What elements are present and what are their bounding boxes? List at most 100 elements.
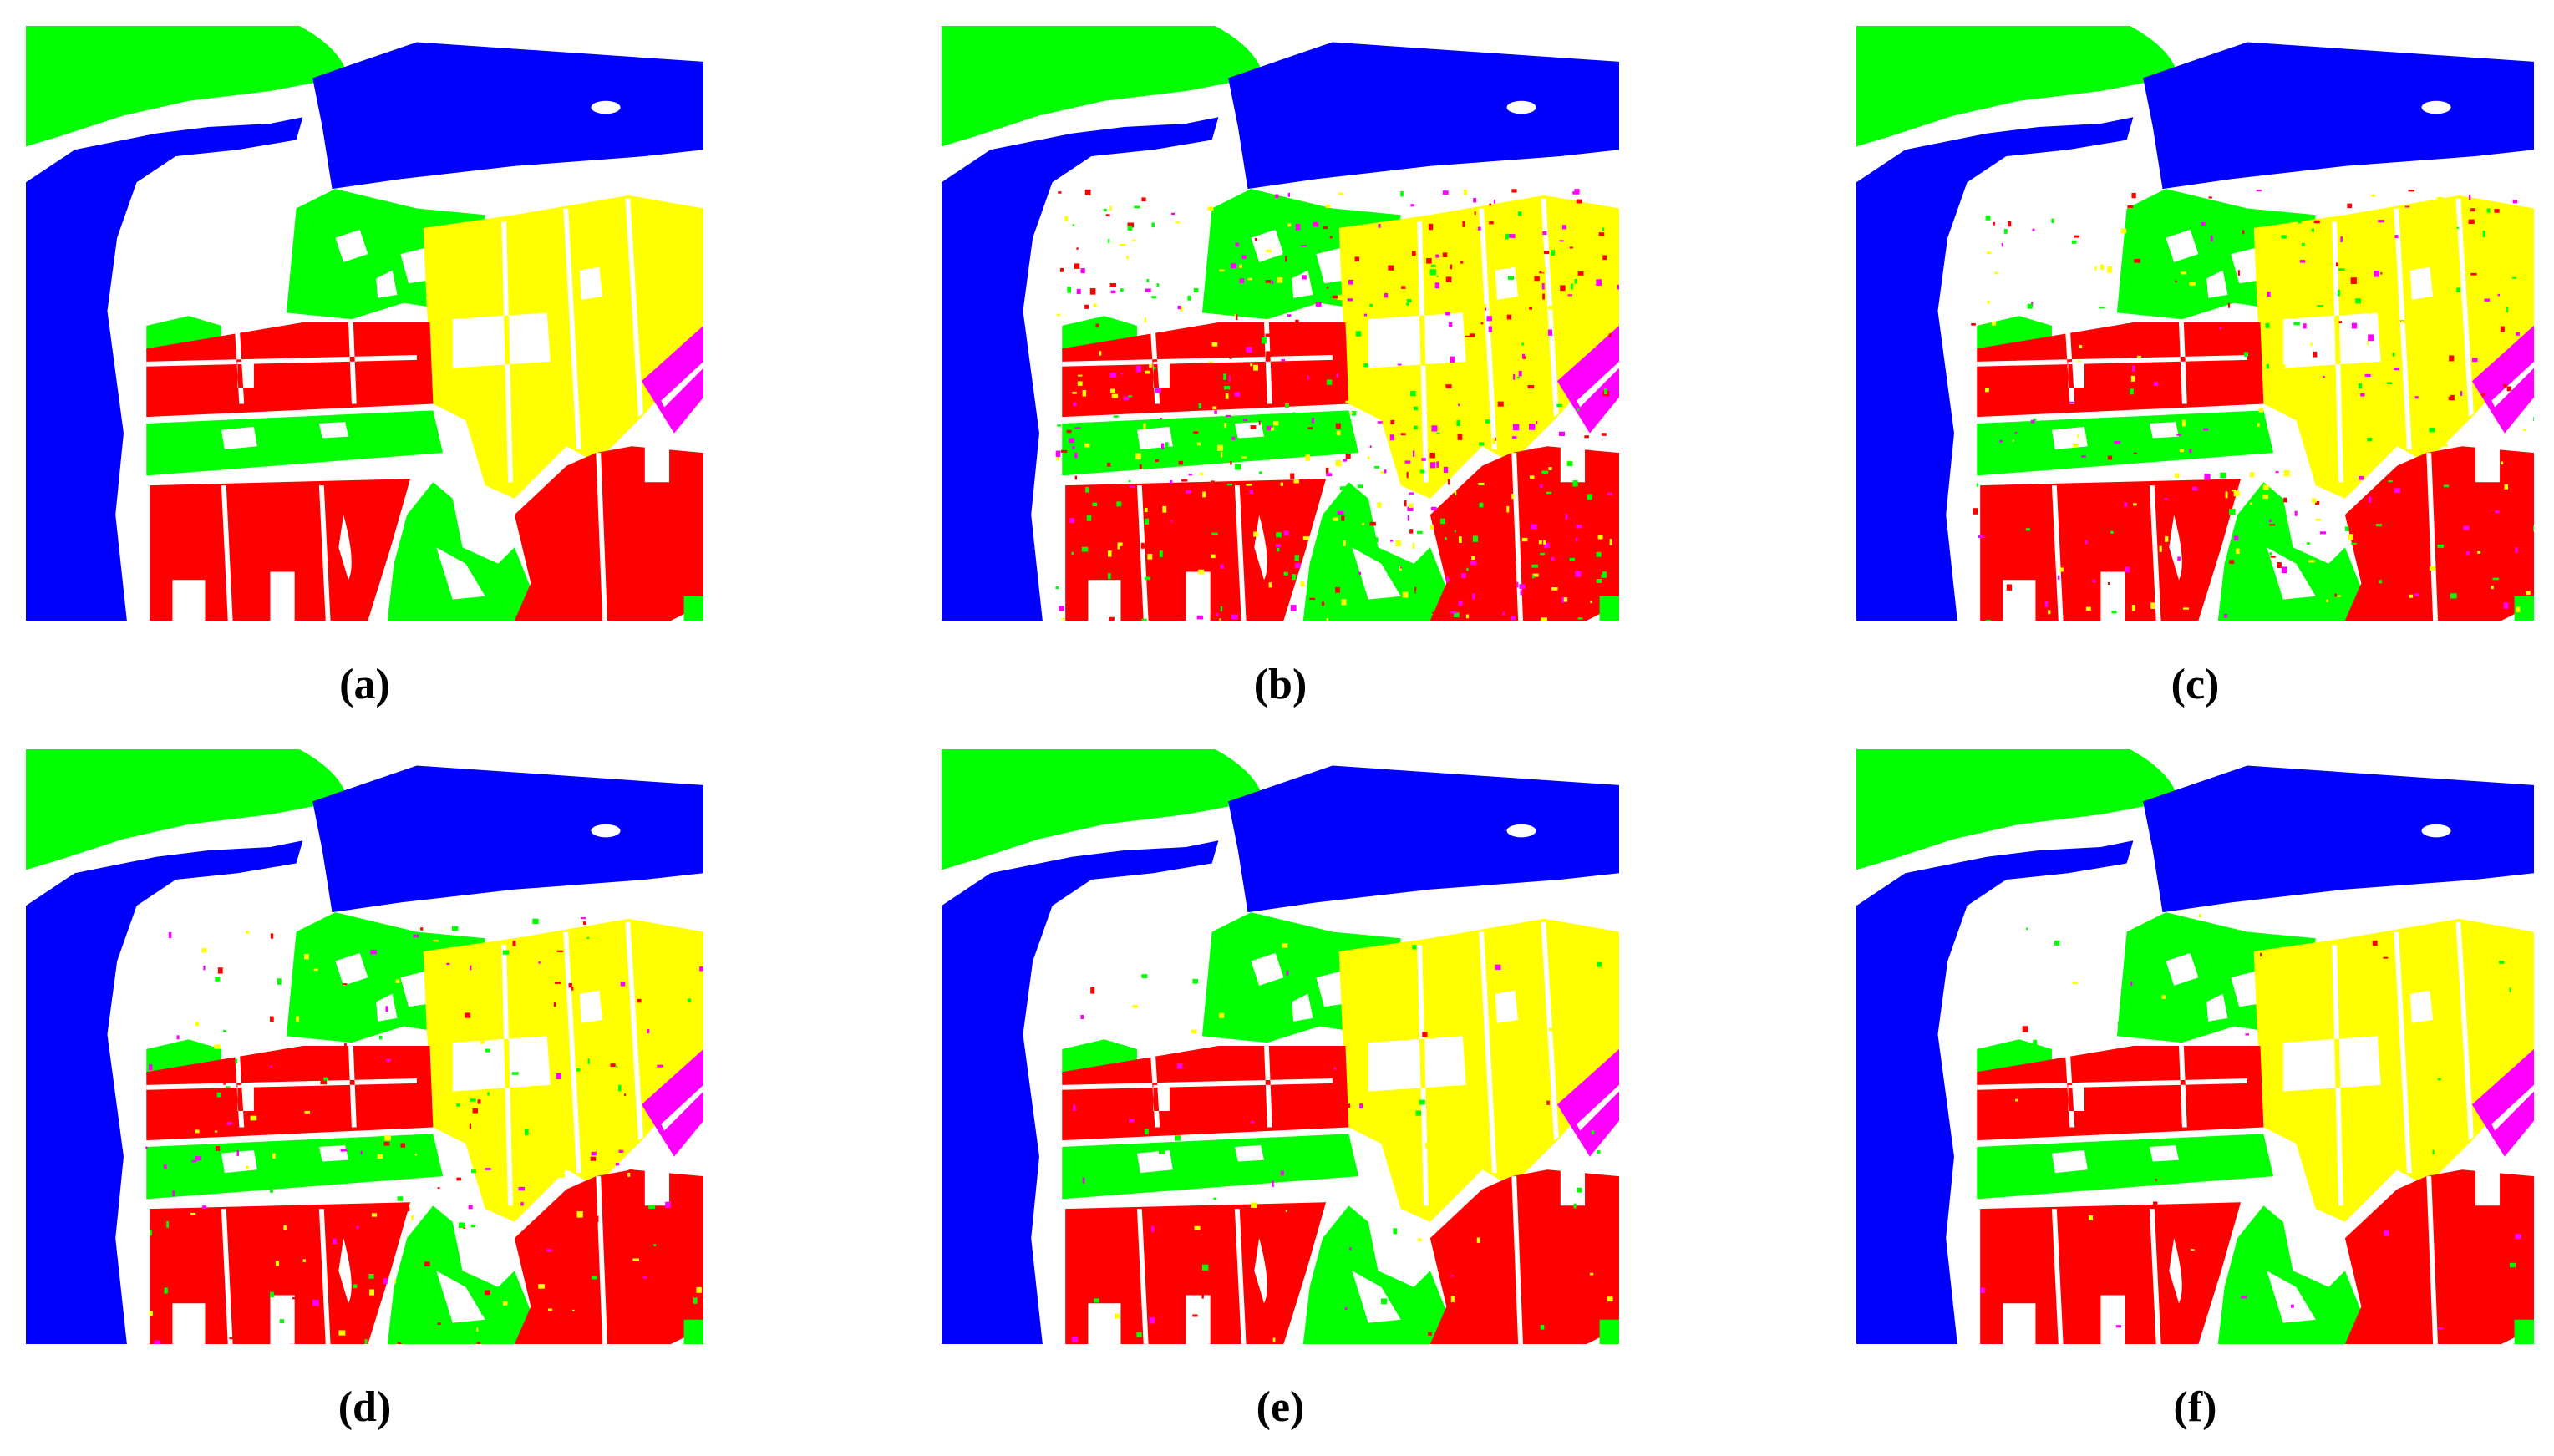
pixel-noise	[572, 1309, 575, 1311]
pixel-noise	[1160, 443, 1165, 449]
pixel-noise	[1596, 551, 1602, 557]
pixel-noise	[1971, 323, 1976, 326]
pixel-noise	[190, 1212, 196, 1215]
pixel-noise	[1546, 1100, 1550, 1105]
pixel-noise	[1399, 566, 1403, 569]
pixel-noise	[2077, 434, 2079, 439]
pixel-noise	[2165, 535, 2169, 542]
pixel-noise	[1207, 206, 1214, 211]
pixel-noise	[1380, 471, 1387, 474]
pixel-noise	[1492, 438, 1495, 444]
pixel-noise	[1445, 276, 1452, 283]
pixel-noise	[1067, 286, 1071, 293]
pixel-noise	[579, 1045, 582, 1050]
pixel-noise	[2355, 298, 2361, 304]
pixel-noise	[1428, 1332, 1432, 1336]
pixel-noise	[1192, 978, 1199, 984]
pixel-noise	[1384, 469, 1387, 474]
pixel-noise	[2085, 606, 2091, 611]
pixel-noise	[2498, 358, 2501, 362]
pixel-noise	[2258, 408, 2263, 413]
pixel-noise	[1251, 1202, 1257, 1208]
pixel-noise	[1540, 552, 1545, 556]
pixel-noise	[1377, 502, 1382, 508]
pixel-noise	[397, 1342, 402, 1344]
pixel-noise	[1355, 331, 1362, 337]
pixel-noise	[2107, 266, 2113, 273]
pixel-noise	[1277, 547, 1280, 552]
pixel-noise	[647, 1029, 650, 1034]
pixel-noise	[1074, 427, 1081, 429]
pixel-noise	[1575, 571, 1582, 577]
pixel-noise	[1084, 189, 1091, 195]
pixel-noise	[343, 1043, 347, 1047]
pixel-noise	[1105, 214, 1110, 217]
pixel-noise	[1377, 421, 1383, 424]
pixel-noise	[1510, 581, 1513, 584]
pixel-noise	[1258, 420, 1261, 425]
pixel-noise	[582, 921, 587, 925]
pixel-noise	[1432, 611, 1435, 614]
pixel-noise	[2450, 593, 2457, 599]
pixel-noise	[1993, 221, 1996, 226]
pixel-noise	[1236, 314, 1238, 321]
pixel-noise	[302, 1259, 306, 1262]
pixel-noise	[2506, 211, 2512, 214]
pixel-noise	[354, 924, 359, 928]
pixel-noise	[1315, 302, 1322, 307]
pixel-noise	[1293, 479, 1299, 484]
pixel-noise	[2317, 305, 2324, 307]
pixel-noise	[1337, 510, 1344, 515]
pixel-noise	[1516, 376, 1520, 379]
pixel-noise	[618, 1084, 622, 1092]
pixel-noise	[1472, 593, 1475, 600]
pixel-noise	[1123, 396, 1129, 400]
pixel-noise	[353, 1284, 358, 1289]
pixel-noise	[1211, 554, 1216, 559]
pixel-noise	[424, 1261, 430, 1266]
pixel-noise	[2008, 221, 2012, 227]
pixel-noise	[1326, 379, 1333, 385]
pixel-noise	[2387, 382, 2393, 384]
pixel-noise	[1450, 611, 1457, 614]
pixel-noise	[485, 1168, 491, 1170]
pixel-noise	[1484, 307, 1486, 311]
pixel-noise	[1387, 570, 1389, 576]
pixel-noise	[1266, 249, 1272, 253]
pixel-noise	[1282, 943, 1288, 948]
pixel-noise	[1195, 503, 1201, 507]
pixel-noise	[1602, 227, 1605, 231]
pixel-noise	[1129, 485, 1135, 488]
classification-map	[26, 749, 703, 1344]
pixel-noise	[2181, 419, 2186, 427]
pixel-noise	[279, 1319, 285, 1324]
pixel-noise	[1241, 255, 1247, 259]
pixel-noise	[1302, 275, 1307, 280]
pixel-noise	[2315, 518, 2321, 521]
pixel-noise	[1234, 464, 1241, 470]
pixel-noise	[2456, 287, 2460, 292]
pixel-noise	[1333, 1067, 1337, 1070]
pixel-noise	[2437, 1078, 2441, 1081]
pixel-noise	[150, 1229, 152, 1236]
pixel-noise	[2107, 455, 2113, 460]
pixel-noise	[2372, 940, 2378, 946]
pixel-noise	[2033, 1039, 2038, 1045]
pixel-noise	[2183, 607, 2189, 610]
pixel-noise	[1565, 514, 1568, 520]
pixel-noise	[1540, 1324, 1545, 1330]
pixel-noise	[1450, 495, 1452, 501]
pixel-noise	[1546, 491, 1552, 495]
map-base	[26, 26, 703, 621]
map-base	[942, 26, 1619, 621]
classification-map	[1856, 26, 2534, 621]
pixel-noise	[1108, 238, 1110, 244]
pixel-noise	[2394, 368, 2399, 371]
pixel-noise	[1284, 403, 1289, 408]
pixel-noise	[1072, 446, 1075, 449]
pixel-noise	[1506, 505, 1510, 513]
pixel-noise	[1073, 402, 1077, 406]
pixel-noise	[1294, 555, 1299, 561]
pixel-noise	[1577, 617, 1583, 620]
